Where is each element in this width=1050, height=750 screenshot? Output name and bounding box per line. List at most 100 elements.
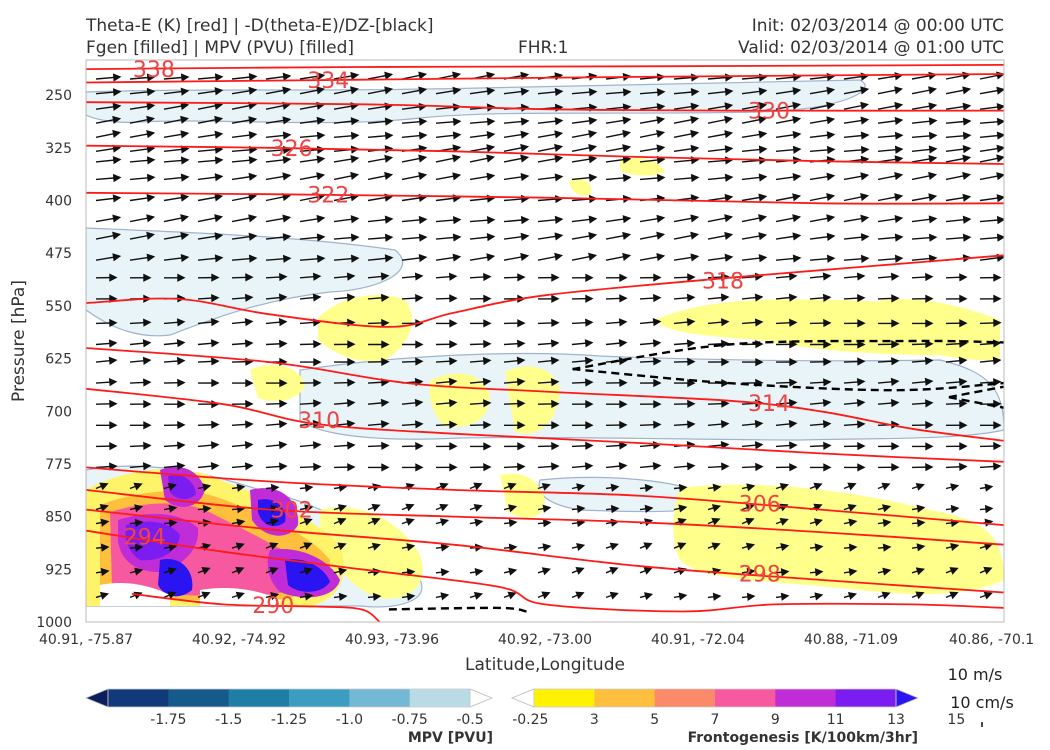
wind-arrowhead (575, 591, 585, 600)
wind-arrowhead (350, 171, 360, 181)
wind-arrowhead (758, 173, 768, 182)
wind-arrowhead (180, 253, 190, 263)
wind-arrowhead (550, 356, 560, 365)
wind-arrowhead (857, 441, 866, 451)
wind-arrowhead (618, 318, 628, 327)
wind-arrowhead (167, 482, 177, 491)
wind-arrowhead (882, 518, 892, 528)
wind-arrowhead (406, 568, 416, 577)
wind-arrowhead (554, 252, 564, 261)
wind-arrowhead (792, 193, 802, 202)
wind-arrowhead (619, 400, 628, 409)
wind-arrowhead (269, 567, 279, 575)
wind-arrowhead (687, 378, 696, 388)
wind-arrowhead (746, 592, 756, 602)
wind-arrowhead (656, 102, 666, 112)
wind-arrowhead (792, 254, 802, 263)
y-tick-label: 475 (45, 246, 72, 262)
wind-arrowhead (992, 356, 1002, 365)
wind-arrowhead (962, 171, 972, 181)
wind-arrowhead (248, 86, 258, 95)
wind-arrowhead (894, 254, 904, 263)
wind-arrowhead (516, 377, 526, 387)
wind-arrowhead (959, 319, 968, 328)
wind-arrowhead (418, 233, 428, 242)
wind-arrowhead (856, 377, 866, 387)
theta-e-contour (86, 191, 1004, 205)
wind-arrowhead (449, 319, 458, 328)
wind-arrowhead (826, 232, 836, 242)
wind-arrowhead (347, 441, 356, 450)
wind-reference-label: 10 m/s (948, 665, 1003, 684)
wind-arrowhead (168, 519, 178, 528)
wind-arrowhead (449, 294, 458, 303)
wind-arrowhead (996, 215, 1004, 225)
wind-arrowhead (180, 130, 190, 139)
wind-arrowhead (894, 233, 904, 242)
wind-arrowhead (452, 144, 462, 153)
wind-arrowhead (180, 193, 190, 202)
theta-e-label: 294 (124, 525, 166, 550)
wind-arrowhead (894, 214, 904, 224)
wind-arrowhead (823, 463, 832, 472)
wind-arrowhead (826, 145, 836, 155)
wind-arrowhead (176, 356, 186, 366)
wind-arrowhead (928, 117, 938, 126)
colorbar-frame (107, 688, 471, 708)
wind-arrowhead (644, 483, 654, 493)
wind-arrowhead (711, 542, 721, 551)
wind-arrowhead (822, 272, 832, 281)
wind-arrowhead (405, 517, 415, 526)
wind-arrowhead (100, 543, 110, 552)
wind-arrowhead (143, 399, 152, 409)
wind-arrowhead (712, 483, 722, 492)
wind-arrowhead (690, 115, 700, 124)
wind-arrowhead (822, 293, 832, 302)
wind-arrowhead (452, 154, 462, 163)
wind-arrowhead (792, 172, 802, 182)
fgen-intense-layer (86, 466, 344, 606)
wind-arrowhead (168, 504, 178, 513)
theta-e-contour (86, 529, 1004, 613)
wind-arrowhead (925, 319, 934, 328)
wind-arrowhead (100, 518, 110, 527)
wind-arrowhead (814, 568, 824, 577)
wind-arrowhead (146, 115, 156, 124)
wind-arrowhead (789, 357, 798, 367)
wind-arrowhead (316, 233, 326, 242)
wind-arrowhead (405, 503, 415, 512)
colorbar-frame (533, 688, 897, 708)
wind-arrowhead (142, 462, 152, 471)
wind-arrowhead (418, 117, 428, 126)
colorbar-tick-label: -1.75 (150, 712, 186, 728)
wind-arrowhead (928, 254, 938, 263)
wind-arrowhead (610, 504, 620, 514)
wind-arrowhead (792, 145, 802, 154)
wind-arrowhead (210, 339, 220, 348)
wind-arrowhead (146, 73, 156, 82)
wind-arrowhead (380, 420, 390, 429)
wind-arrowhead (721, 462, 730, 471)
wind-arrowhead (993, 462, 1002, 471)
wind-arrowhead (686, 339, 696, 348)
wind-arrowhead (656, 88, 666, 97)
wind-arrowhead (177, 441, 186, 450)
wind-arrowhead (486, 130, 496, 140)
wind-arrowhead (687, 357, 696, 366)
wind-arrowhead (483, 399, 492, 408)
wind-arrowhead (755, 462, 764, 472)
wind-arrowhead (686, 293, 696, 302)
wind-arrowhead (214, 87, 224, 96)
wind-arrowhead (619, 273, 628, 282)
wind-arrowhead (959, 294, 968, 303)
fgen-region (258, 499, 286, 527)
wind-arrowhead (925, 294, 934, 303)
wind-arrowhead (112, 73, 122, 82)
colorbar-segment (835, 689, 897, 707)
wind-arrowhead (109, 462, 118, 471)
wind-arrowhead (337, 542, 347, 551)
wind-arrowhead (925, 420, 934, 430)
wind-arrowhead (656, 116, 666, 125)
wind-arrowhead (962, 193, 972, 202)
wind-arrowhead (551, 421, 560, 430)
